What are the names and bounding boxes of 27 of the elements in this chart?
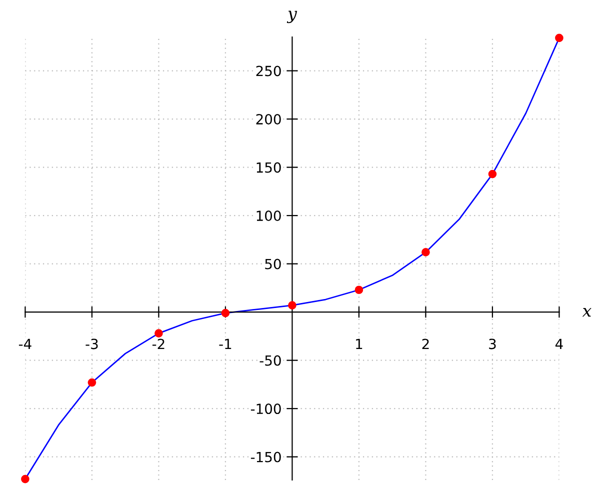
- point: [221, 308, 230, 318]
- x-tick-label: 1: [356, 338, 362, 350]
- y-tick-label: 200: [256, 114, 281, 125]
- x-tick-label: -2: [152, 338, 164, 350]
- point: [555, 34, 564, 42]
- x-axis-title: x: [582, 308, 592, 317]
- y-tick-label: 100: [256, 210, 281, 222]
- y-tick-label: -50: [260, 355, 281, 366]
- x-tick-label: 3: [489, 338, 496, 350]
- point: [488, 170, 497, 178]
- point: [422, 248, 430, 256]
- y-tick-label: -150: [250, 452, 281, 462]
- x-tick-label: 4: [555, 338, 563, 350]
- y-axis-title: y: [286, 10, 298, 24]
- y-tick-label: -100: [250, 404, 281, 414]
- x-tick-label: -3: [86, 338, 98, 350]
- y-tick-label: 50: [265, 258, 281, 270]
- y-tick-label: 250: [256, 66, 281, 76]
- point: [354, 286, 364, 294]
- point: [288, 301, 296, 310]
- y-tick-label: 150: [256, 162, 281, 173]
- x-tick-label: 2: [422, 338, 429, 350]
- x-tick-label: -4: [18, 338, 32, 350]
- point: [88, 378, 96, 387]
- point: [21, 474, 30, 484]
- x-tick-label: -1: [219, 338, 232, 350]
- point: [154, 329, 163, 338]
